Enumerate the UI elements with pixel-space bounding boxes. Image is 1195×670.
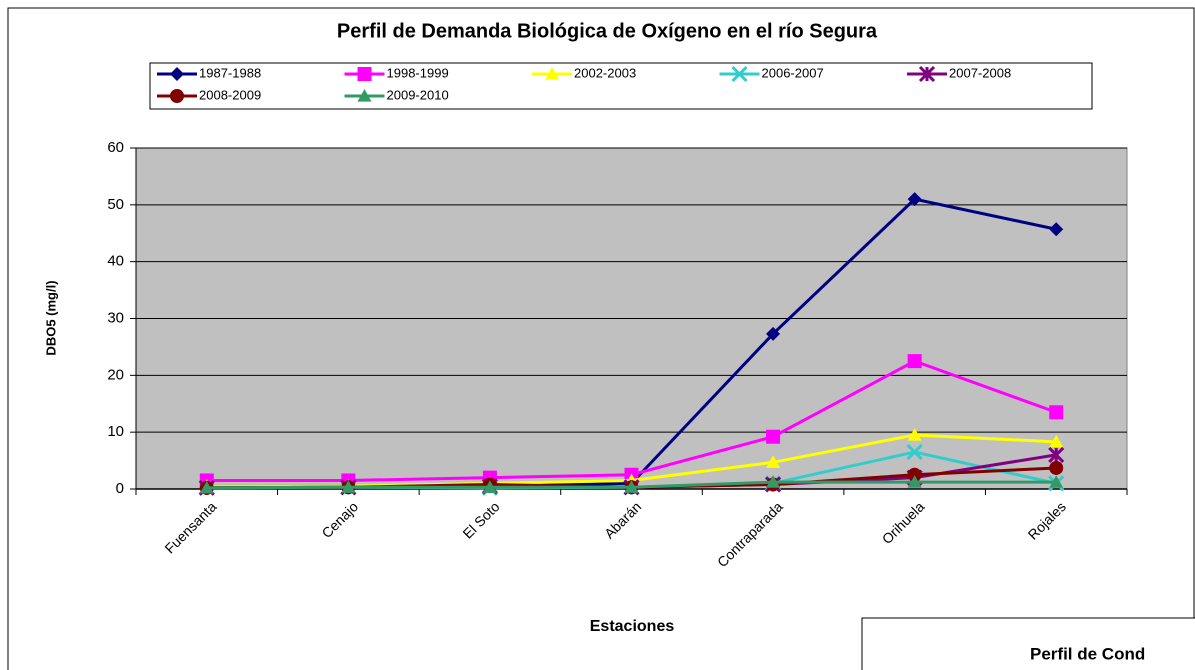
y-tick-label: 50 bbox=[107, 196, 124, 213]
y-tick-label: 20 bbox=[107, 366, 124, 383]
marker bbox=[766, 455, 781, 468]
marker bbox=[482, 480, 497, 493]
overlay-chart-frame bbox=[861, 617, 1195, 670]
y-tick-label: 60 bbox=[107, 139, 124, 156]
y-tick-label: 0 bbox=[116, 480, 124, 497]
marker bbox=[766, 429, 781, 444]
marker bbox=[357, 89, 372, 102]
legend-label: 2008-2009 bbox=[199, 87, 261, 102]
legend-label: 1987-1988 bbox=[199, 65, 261, 80]
marker bbox=[624, 480, 639, 493]
y-tick-label: 30 bbox=[107, 309, 124, 326]
marker bbox=[766, 326, 781, 341]
marker bbox=[199, 480, 214, 494]
legend-label: 1998-1999 bbox=[387, 65, 449, 80]
y-tick-label: 10 bbox=[107, 423, 124, 440]
marker bbox=[1049, 405, 1064, 420]
legend-box bbox=[149, 62, 1093, 110]
marker bbox=[1048, 446, 1065, 463]
marker bbox=[1049, 460, 1064, 475]
y-tick-label: 40 bbox=[107, 253, 124, 270]
marker bbox=[1049, 222, 1064, 237]
marker bbox=[545, 67, 559, 80]
marker bbox=[907, 354, 922, 369]
marker bbox=[341, 480, 356, 493]
legend-label: 2009-2010 bbox=[387, 87, 449, 102]
chart-title: Perfil de Demanda Biológica de Oxígeno e… bbox=[337, 20, 878, 42]
legend-label: 2002-2003 bbox=[574, 65, 636, 80]
marker bbox=[766, 475, 781, 488]
marker bbox=[918, 65, 936, 83]
x-axis-title: Estaciones bbox=[590, 618, 675, 635]
y-axis-title: DBO5 (mg/l) bbox=[43, 280, 58, 355]
marker bbox=[1049, 475, 1064, 488]
marker bbox=[357, 67, 372, 81]
marker bbox=[731, 65, 748, 83]
marker bbox=[907, 428, 922, 441]
marker bbox=[1049, 434, 1064, 448]
legend-label: 2007-2008 bbox=[949, 65, 1011, 80]
marker bbox=[170, 89, 184, 103]
overlay-chart-title: Perfil de Cond bbox=[1030, 644, 1145, 663]
legend-label: 2006-2007 bbox=[762, 65, 824, 80]
marker bbox=[170, 67, 184, 81]
marker bbox=[907, 475, 922, 488]
marker bbox=[907, 467, 922, 482]
marker bbox=[906, 443, 923, 461]
marker bbox=[907, 192, 922, 207]
